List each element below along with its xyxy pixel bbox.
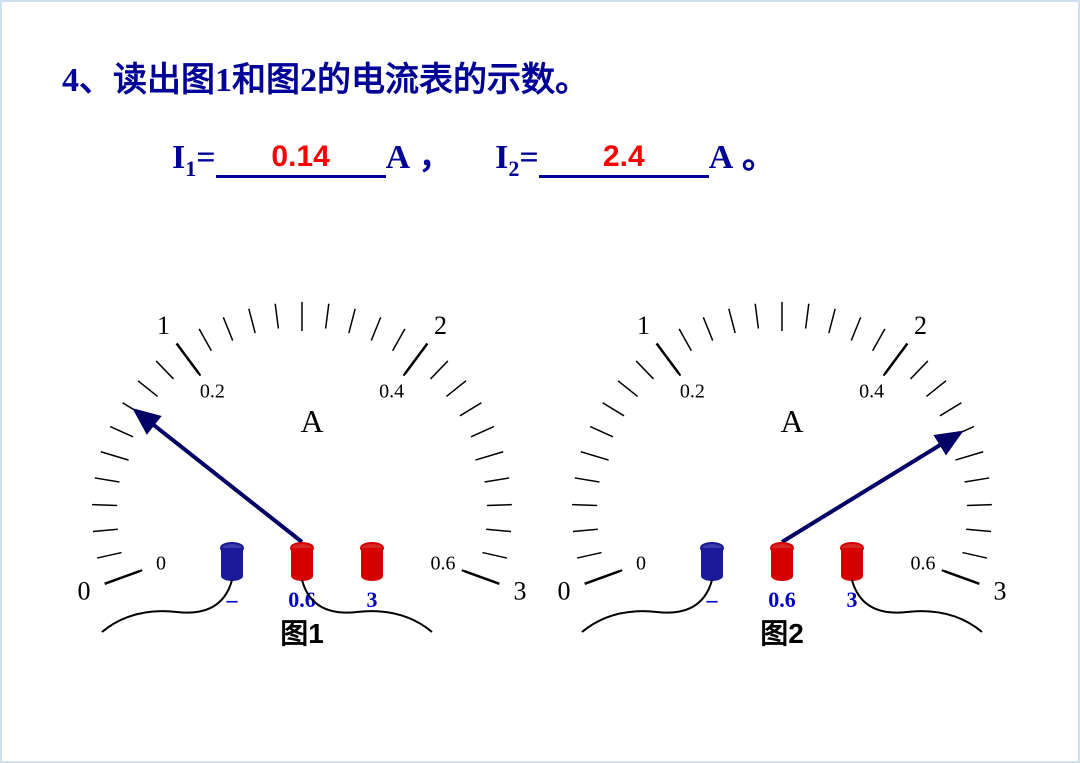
caption-2: 图2 — [542, 612, 1022, 652]
answer-i1: 0.14 — [271, 140, 329, 173]
svg-text:0.4: 0.4 — [859, 380, 884, 402]
svg-text:3: 3 — [994, 576, 1007, 605]
svg-text:2: 2 — [434, 311, 447, 340]
answer-line: I1=0.14A ， I2=2.4A 。 — [172, 129, 1018, 182]
svg-text:0.6: 0.6 — [910, 552, 935, 574]
svg-text:1: 1 — [157, 311, 170, 340]
svg-text:0: 0 — [636, 552, 646, 574]
question-text: 4、读出图1和图2的电流表的示数。 — [62, 52, 1018, 101]
svg-text:0: 0 — [156, 552, 166, 574]
ammeter-gauge-1: 012300.20.40.6A–0.63 图1 — [62, 222, 542, 662]
svg-text:2: 2 — [914, 311, 927, 340]
svg-text:0.6: 0.6 — [430, 552, 455, 574]
svg-text:3: 3 — [367, 587, 378, 612]
svg-text:0: 0 — [77, 576, 90, 605]
svg-text:0: 0 — [557, 576, 570, 605]
svg-text:A: A — [300, 403, 323, 439]
caption-1: 图1 — [62, 612, 542, 652]
svg-text:0.4: 0.4 — [379, 380, 404, 402]
svg-text:1: 1 — [637, 311, 650, 340]
answer-i2: 2.4 — [603, 140, 645, 173]
svg-text:0.2: 0.2 — [680, 380, 705, 402]
svg-text:A: A — [780, 403, 803, 439]
svg-text:0.2: 0.2 — [200, 380, 225, 402]
svg-text:3: 3 — [514, 576, 527, 605]
svg-text:0.6: 0.6 — [768, 587, 796, 612]
ammeter-gauge-2: 012300.20.40.6A–0.63 图2 — [542, 222, 1022, 662]
